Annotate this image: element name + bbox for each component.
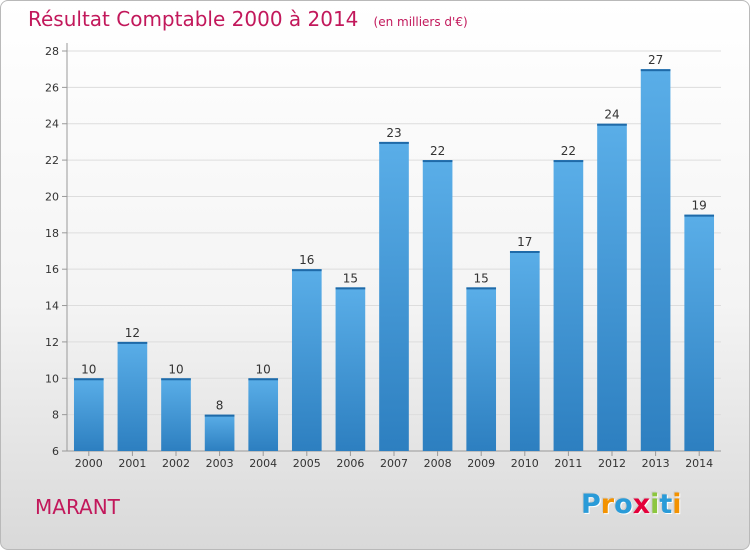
bar-top-edge	[684, 214, 715, 217]
data-label: 22	[561, 144, 576, 158]
logo-letter: P	[581, 489, 601, 520]
y-tick-label: 14	[45, 300, 59, 313]
logo-letter: r	[600, 489, 615, 520]
bar-top-edge	[248, 378, 279, 381]
bar	[248, 378, 279, 451]
bar-top-edge	[422, 160, 453, 163]
bar-top-edge	[597, 123, 627, 126]
data-label: 15	[343, 271, 358, 285]
y-tick-label: 22	[45, 154, 59, 167]
bar-top-edge	[379, 141, 409, 144]
y-tick-label: 16	[45, 263, 59, 276]
x-tick-label: 2000	[75, 457, 103, 470]
commune-name: MARANT	[35, 495, 120, 519]
title-row: Résultat Comptable 2000 à 2014 (en milli…	[28, 7, 468, 31]
y-tick-label: 6	[52, 445, 59, 458]
bar	[291, 269, 322, 451]
x-tick-label: 2014	[685, 457, 713, 470]
bar	[509, 251, 540, 451]
x-tick-label: 2010	[511, 457, 539, 470]
logo-letter: i	[650, 489, 660, 520]
bar	[379, 141, 409, 451]
bar-top-edge	[509, 251, 540, 253]
x-tick-label: 2004	[249, 457, 277, 470]
proxiti-logo: Proxiti	[581, 489, 682, 520]
bar-top-edge	[291, 269, 322, 272]
bar	[73, 378, 104, 451]
y-tick-label: 28	[45, 45, 59, 58]
bar-top-edge	[204, 414, 235, 417]
data-label: 27	[648, 53, 663, 67]
data-label: 19	[692, 199, 707, 213]
bar	[597, 123, 627, 452]
data-label: 22	[430, 144, 445, 158]
y-tick-label: 20	[45, 190, 59, 203]
x-tick-label: 2008	[424, 457, 452, 470]
bar	[640, 69, 671, 451]
x-tick-label: 2005	[293, 457, 321, 470]
bar	[422, 160, 453, 451]
bar-top-edge	[553, 160, 584, 163]
bar-top-edge	[117, 341, 148, 344]
x-tick-label: 2003	[206, 457, 234, 470]
logo-letter: i	[672, 489, 682, 520]
y-tick-label: 26	[45, 81, 59, 94]
data-label: 10	[256, 362, 271, 376]
data-label: 24	[604, 108, 619, 122]
chart-unit: (en milliers d'€)	[373, 15, 468, 29]
y-tick-label: 24	[45, 118, 59, 131]
data-label: 10	[81, 362, 96, 376]
data-label: 23	[386, 126, 401, 140]
y-tick-label: 10	[45, 372, 59, 385]
data-label: 10	[168, 362, 183, 376]
bar-top-edge	[161, 378, 191, 381]
bar-top-edge	[640, 69, 671, 72]
x-tick-label: 2001	[118, 457, 146, 470]
data-label: 16	[299, 253, 314, 267]
y-tick-label: 8	[52, 409, 59, 422]
logo-letter: x	[632, 489, 651, 520]
x-tick-label: 2002	[162, 457, 190, 470]
bar-top-edge	[73, 378, 104, 381]
bar	[335, 287, 366, 451]
x-tick-label: 2007	[380, 457, 408, 470]
bar	[684, 214, 715, 451]
bar	[553, 160, 584, 451]
bar	[117, 341, 148, 451]
logo-letter: t	[659, 489, 673, 520]
data-label: 12	[125, 326, 140, 340]
bar-top-edge	[335, 287, 366, 290]
data-label: 15	[474, 271, 489, 285]
bar	[204, 414, 235, 451]
y-tick-label: 12	[45, 336, 59, 349]
x-tick-label: 2011	[554, 457, 582, 470]
chart-title: Résultat Comptable 2000 à 2014	[28, 7, 359, 31]
x-tick-label: 2006	[336, 457, 364, 470]
bar	[466, 287, 497, 451]
y-tick-label: 18	[45, 227, 59, 240]
x-tick-label: 2012	[598, 457, 626, 470]
data-label: 8	[216, 399, 224, 413]
x-tick-label: 2013	[642, 457, 670, 470]
x-tick-label: 2009	[467, 457, 495, 470]
bar-top-edge	[466, 287, 497, 290]
bar	[161, 378, 191, 451]
data-label: 17	[517, 235, 532, 249]
logo-letter: o	[614, 489, 633, 520]
